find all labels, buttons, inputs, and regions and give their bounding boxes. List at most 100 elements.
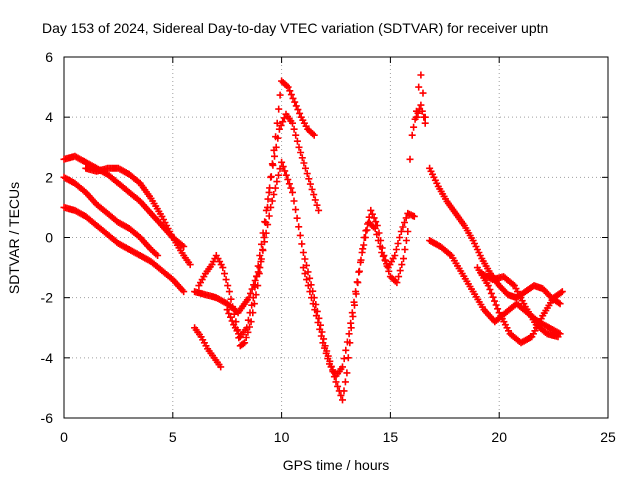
x-tick-label: 5 bbox=[169, 429, 177, 445]
data-point bbox=[311, 196, 319, 204]
x-tick-label: 10 bbox=[274, 429, 290, 445]
data-point bbox=[374, 237, 382, 244]
data-point bbox=[509, 280, 517, 288]
data-point bbox=[413, 113, 420, 121]
data-point bbox=[267, 203, 275, 211]
data-point bbox=[296, 109, 304, 117]
x-axis-label: GPS time / hours bbox=[283, 457, 390, 473]
series-track-9 bbox=[299, 209, 418, 380]
data-point bbox=[257, 255, 265, 263]
data-point bbox=[348, 309, 356, 317]
series-track-15 bbox=[478, 270, 562, 341]
data-point bbox=[418, 107, 426, 115]
data-point bbox=[310, 191, 318, 199]
data-point bbox=[342, 346, 350, 354]
data-point bbox=[154, 252, 162, 259]
data-point bbox=[275, 125, 283, 133]
data-point bbox=[395, 273, 403, 281]
data-point bbox=[373, 231, 381, 238]
data-point bbox=[273, 119, 281, 127]
data-point bbox=[294, 106, 302, 114]
data-point bbox=[284, 83, 292, 91]
data-point bbox=[396, 267, 404, 275]
x-tick-label: 15 bbox=[383, 429, 399, 445]
y-tick-label: 6 bbox=[45, 49, 53, 65]
data-point bbox=[180, 243, 188, 250]
data-point bbox=[555, 299, 563, 307]
data-point bbox=[262, 206, 270, 214]
data-point bbox=[343, 338, 351, 346]
data-point bbox=[303, 170, 311, 178]
data-point bbox=[360, 241, 368, 249]
data-point bbox=[251, 277, 259, 284]
data-point bbox=[243, 324, 251, 332]
data-point bbox=[286, 87, 294, 95]
data-point bbox=[526, 334, 534, 342]
data-point bbox=[246, 309, 254, 317]
series-track-11 bbox=[413, 101, 429, 127]
data-point bbox=[298, 154, 306, 162]
series-track-5 bbox=[195, 77, 318, 350]
data-point bbox=[402, 237, 410, 244]
data-point bbox=[289, 94, 297, 102]
data-point bbox=[398, 261, 406, 269]
data-point bbox=[276, 91, 284, 99]
data-point bbox=[296, 231, 304, 239]
data-point bbox=[261, 238, 268, 246]
data-point bbox=[299, 249, 307, 256]
data-point bbox=[417, 71, 425, 79]
data-point bbox=[311, 306, 319, 314]
data-point bbox=[265, 212, 273, 220]
data-point bbox=[224, 282, 232, 290]
data-point bbox=[186, 261, 194, 269]
data-point bbox=[306, 288, 314, 296]
data-point bbox=[253, 272, 261, 280]
data-point bbox=[410, 212, 418, 220]
data-point bbox=[290, 125, 298, 133]
y-tick-label: 2 bbox=[45, 169, 53, 185]
data-point bbox=[287, 184, 295, 192]
data-point bbox=[309, 300, 317, 308]
data-point bbox=[306, 180, 314, 188]
data-point bbox=[397, 228, 405, 235]
data-point bbox=[308, 294, 315, 302]
data-point bbox=[313, 201, 321, 209]
data-point bbox=[400, 255, 407, 263]
series-track-2 bbox=[60, 173, 162, 259]
data-point bbox=[292, 206, 300, 214]
data-point bbox=[295, 223, 303, 231]
data-point bbox=[256, 264, 264, 272]
data-point bbox=[340, 355, 348, 363]
data-point bbox=[293, 137, 301, 145]
data-point bbox=[353, 278, 361, 286]
x-tick-label: 20 bbox=[491, 429, 507, 445]
y-tick-label: -4 bbox=[41, 350, 54, 366]
data-point bbox=[379, 252, 387, 260]
series-track-3 bbox=[60, 203, 188, 296]
data-point bbox=[275, 171, 282, 179]
series-track-4 bbox=[82, 164, 194, 269]
series-track-6 bbox=[223, 110, 323, 341]
data-point bbox=[275, 105, 283, 113]
data-point bbox=[279, 118, 287, 126]
data-point bbox=[319, 339, 327, 347]
data-point bbox=[355, 268, 363, 276]
data-point bbox=[367, 206, 375, 214]
data-point bbox=[270, 191, 278, 198]
data-point bbox=[282, 171, 290, 179]
data-point bbox=[292, 131, 300, 139]
data-point bbox=[401, 219, 408, 226]
data-point bbox=[245, 294, 253, 302]
data-point bbox=[242, 334, 250, 341]
data-point bbox=[289, 119, 296, 127]
data-point bbox=[341, 378, 349, 386]
data-point bbox=[250, 281, 258, 289]
data-point bbox=[321, 344, 329, 352]
data-point bbox=[305, 175, 313, 183]
data-point bbox=[180, 288, 188, 296]
series-track-14 bbox=[473, 264, 566, 347]
data-point bbox=[361, 234, 369, 241]
data-point bbox=[557, 289, 565, 297]
data-point bbox=[404, 228, 412, 235]
data-point bbox=[363, 226, 371, 234]
